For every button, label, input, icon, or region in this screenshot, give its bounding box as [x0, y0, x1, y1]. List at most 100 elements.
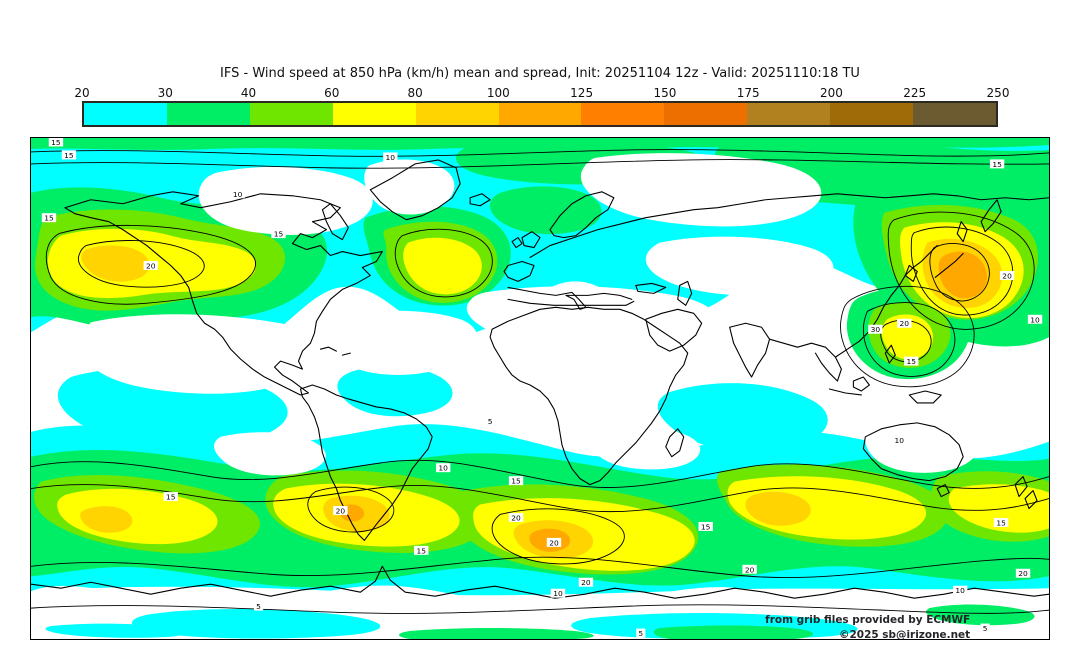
colorbar-tick: 100 [486, 86, 510, 100]
colorbar-tick-labels: 20 30 40 60 80 100 125 150 175 200 225 250 [74, 86, 1009, 100]
colorbar-tick: 60 [324, 86, 340, 100]
contour-label-box [333, 506, 348, 515]
contour-label-box [980, 623, 990, 633]
contour-label: 20 [336, 507, 346, 516]
contour-label-box [230, 189, 245, 199]
contour-label-box [485, 416, 495, 426]
contour-label-box [742, 564, 757, 574]
spread-contour-labels: 1515101515201015201020301510515202015152… [41, 138, 1043, 638]
contour-label-box [546, 537, 562, 547]
map-canvas: 1515101515201015201020301510515202015152… [31, 138, 1049, 639]
coastlines [31, 159, 1049, 599]
contour-label-box [550, 588, 566, 598]
contour-label-box [1027, 314, 1043, 324]
attribution-copyright: ©2025 sb@irizone.net [839, 629, 970, 639]
contour-label: 15 [511, 477, 521, 486]
contour-label: 5 [488, 417, 493, 426]
contour-label-box [143, 261, 158, 270]
contour-label: 15 [992, 160, 1002, 169]
contour-label-box [993, 517, 1009, 527]
world-wind-map: 15 15 10 15 15 20 10 15 20 10 20 30 15 10 5 15 20 20 15 15 2… [30, 137, 1050, 640]
colorbar-segment [913, 103, 996, 125]
colorbar-segment [249, 103, 333, 125]
colorbar-segment [581, 103, 665, 125]
contour-label: 5 [256, 602, 261, 611]
contour-label-box [952, 585, 968, 595]
colorbar-tick: 30 [157, 86, 173, 100]
colorbar-tick: 125 [570, 86, 594, 100]
contour-label: 15 [166, 493, 176, 502]
contour-label: 15 [64, 151, 74, 160]
contour-label-box [892, 435, 907, 445]
contour-label-box [1015, 568, 1031, 578]
contour-label: 30 [871, 325, 881, 334]
contour-label: 10 [895, 436, 905, 445]
contour-label: 15 [996, 518, 1006, 527]
colorbar-segment [415, 103, 499, 125]
contour-label: 15 [274, 230, 284, 239]
colorbar-tick: 200 [820, 86, 843, 100]
contour-label-box [868, 324, 883, 334]
contour-label: 10 [1030, 315, 1040, 324]
colorbar-segment [166, 103, 250, 125]
contour-label-box [253, 601, 264, 611]
contour-label: 10 [233, 190, 243, 199]
contour-label-box [989, 159, 1005, 169]
contour-label-box [508, 513, 524, 522]
contour-label: 20 [511, 513, 521, 522]
colorbar-tick: 225 [903, 86, 927, 100]
colorbar-segment [830, 103, 914, 125]
colorbar-tick: 20 [74, 86, 90, 100]
contour-label-box [383, 152, 398, 162]
colorbar-segment [498, 103, 582, 125]
contour-label: 5 [983, 624, 988, 633]
contour-label: 15 [51, 138, 61, 147]
attribution-source: from grib files provided by ECMWF [765, 614, 970, 626]
contour-label: 10 [553, 589, 563, 598]
contour-label-box [163, 492, 178, 502]
contour-label-box [897, 318, 912, 328]
contour-label-box [48, 138, 64, 147]
colorbar-scale [82, 101, 998, 127]
contour-label: 20 [1002, 271, 1012, 280]
contour-label-box [41, 213, 57, 223]
colorbar-tick: 250 [986, 86, 1010, 100]
page-title: IFS - Wind speed at 850 hPa (km/h) mean … [220, 66, 860, 81]
contour-label-box [904, 356, 919, 366]
contour-label-box [508, 476, 524, 486]
contour-label-box [698, 521, 713, 531]
contour-label: 20 [1018, 569, 1028, 578]
colorbar-tick: 40 [240, 86, 257, 100]
colorbar-segment [84, 103, 167, 125]
contour-label: 20 [581, 578, 591, 587]
contour-label-box [999, 270, 1015, 280]
contour-label-box [414, 545, 429, 555]
contour-label-box [436, 463, 451, 473]
colorbar-segment [332, 103, 416, 125]
colorbar-tick: 80 [407, 86, 423, 100]
contour-label-box [271, 229, 286, 239]
contour-label: 15 [907, 357, 917, 366]
colorbar-tick: 150 [653, 86, 677, 100]
contour-label-box [636, 628, 646, 638]
spread-contours [31, 149, 1049, 614]
contour-label: 15 [701, 522, 711, 531]
contour-label-box [61, 150, 77, 160]
colorbar-tick: 175 [736, 86, 760, 100]
contour-label: 10 [438, 464, 448, 473]
colorbar: 20 30 40 60 80 100 125 150 175 200 225 250 [74, 86, 1009, 127]
colorbar-segment [747, 103, 831, 125]
contour-label: 20 [549, 538, 559, 547]
contour-label: 20 [900, 319, 910, 328]
fill-layer-calm-white [31, 153, 1049, 625]
contour-label: 15 [416, 546, 426, 555]
contour-label: 15 [44, 214, 54, 223]
contour-label: 20 [745, 565, 755, 574]
colorbar-segment [664, 103, 748, 125]
contour-label: 20 [146, 261, 156, 270]
contour-label: 10 [386, 153, 396, 162]
contour-label: 5 [638, 629, 643, 638]
contour-label-box [578, 577, 594, 587]
contour-label: 10 [955, 586, 965, 595]
